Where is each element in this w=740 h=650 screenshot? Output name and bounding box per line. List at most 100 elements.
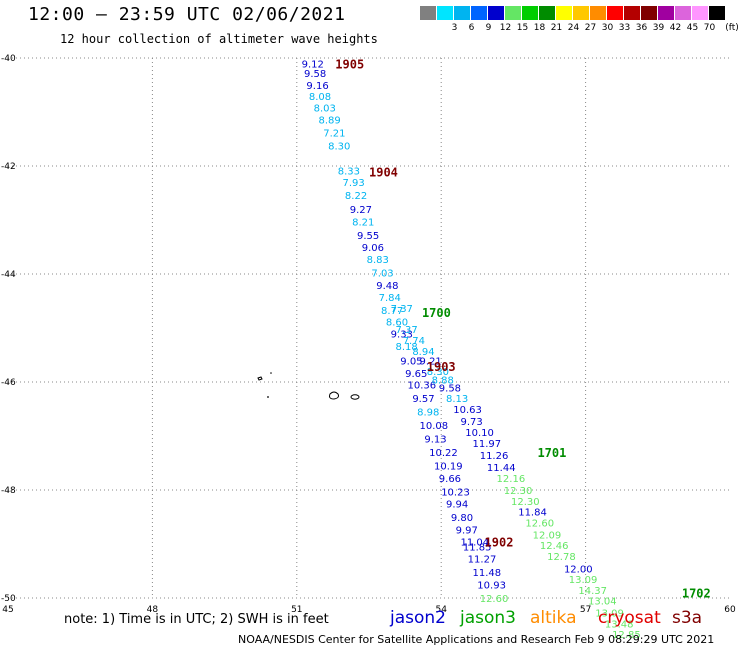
swh-value: 12.16 [497,474,526,485]
units-note: note: 1) Time is in UTC; 2) SWH is in fe… [64,612,329,627]
swh-value: 11.04 [460,537,489,548]
lon-tick-label: 54 [435,605,447,615]
swh-value: 12.46 [540,541,569,552]
swh-value: 7.74 [403,336,425,347]
lat-lon-grid [8,57,730,599]
swh-value: 10.23 [441,488,470,499]
lat-tick-label: -44 [1,270,16,280]
pass-labels: 1905 1904 1700 1903 1701 1902 1702 [335,57,710,600]
swh-value: 8.83 [367,255,389,266]
swh-value: 8.88 [432,375,454,386]
swh-value: 10.36 [408,381,437,392]
swh-value: 9.21 [420,356,442,367]
lat-tick-label: -48 [1,486,16,496]
swh-value: 12.60 [525,518,554,529]
lat-tick-label: -40 [1,54,16,64]
legend-swatch [556,6,573,20]
legend-label: 42 [669,23,682,33]
swh-value: 9.55 [357,231,379,242]
legend-label: 30 [601,23,614,33]
lon-tick-label: 51 [291,605,302,615]
legend-unit: (ft) [725,23,739,33]
legend-label: 39 [652,23,665,33]
swh-value: 12.78 [547,552,576,563]
swh-value: 11.44 [487,463,516,474]
swh-value: 9.27 [350,205,372,216]
legend-label: 70 [703,23,716,33]
satellite-cryosat: cryosat [598,608,661,628]
swh-value: 13.09 [595,609,624,620]
swh-value: 12.60 [480,594,509,605]
legend-label: 45 [686,23,699,33]
lon-tick-label: 60 [724,605,736,615]
swh-value: 7.03 [371,268,393,279]
pass-number: 1903 [427,360,456,374]
legend-label: 18 [533,23,546,33]
map-subtitle: 12 hour collection of altimeter wave hei… [60,32,378,46]
swh-value: 14.37 [578,586,607,597]
legend-swatch [692,6,709,20]
swh-values: 9.129.589.168.088.038.897.218.308.337.93… [302,59,641,641]
swh-value: 9.65 [405,369,427,380]
satellite-s3a: s3a [672,608,703,628]
swh-value: 11.27 [468,555,497,566]
swh-value: 9.48 [376,281,398,292]
swh-value: 10.93 [477,581,506,592]
legend-label: 9 [485,23,492,33]
lon-tick-label: 45 [2,605,13,615]
swh-value: 9.97 [456,525,478,536]
swh-value: 7.93 [343,178,365,189]
legend-swatch [488,6,505,20]
swh-value: 8.30 [427,367,449,378]
swh-value: 12.30 [504,486,533,497]
swh-value: 9.58 [439,383,461,394]
swh-value: 8.94 [412,347,434,358]
swh-value: 8.13 [446,394,468,405]
pass-number: 1700 [422,306,451,320]
swh-value: 8.18 [395,342,417,353]
lon-tick-label: 57 [580,605,591,615]
legend-label: 27 [584,23,597,33]
legend-swatch [709,6,726,20]
swh-value: 8.60 [386,318,408,329]
legend-label: 15 [516,23,529,33]
swh-value: 8.03 [314,104,336,115]
swh-value: 11.48 [472,568,501,579]
legend-swatch [590,6,607,20]
swh-value: 9.16 [306,81,328,92]
lon-tick-label: 48 [147,605,159,615]
legend-label: 12 [499,23,512,33]
swh-value: 9.05 [400,356,422,367]
swh-value: 9.73 [460,417,482,428]
pass-number: 1701 [537,446,566,460]
lat-tick-label: -42 [1,162,16,172]
swh-value: 8.22 [345,191,367,202]
satellite-jason2: jason2 [390,608,446,628]
legend-label: 24 [567,23,580,33]
swh-value: 7.21 [323,129,345,140]
legend-swatch [471,6,488,20]
swh-value: 11.97 [472,439,501,450]
axis-tick-labels: 45 48 51 54 57 60 -40 -42 -44 -46 -48 -50 [1,54,736,615]
pass-number: 1904 [369,165,398,179]
swh-value: 9.12 [302,59,324,70]
swh-value: 8.21 [352,218,374,229]
swh-value: 13.04 [588,597,617,608]
swh-value: 9.13 [424,435,446,446]
swh-value: 9.58 [304,69,326,80]
legend-swatch [437,6,454,20]
swh-value: 10.63 [453,405,482,416]
swh-value: 10.10 [465,428,494,439]
legend-label: 33 [618,23,631,33]
swh-value: 12.00 [564,564,593,575]
swh-value: 9.57 [412,394,434,405]
swh-value: 11.84 [518,508,547,519]
swh-value: 7.84 [379,293,401,304]
swh-value: 12.09 [533,530,562,541]
legend-swatch [675,6,692,20]
swh-value: 13.48 [605,619,634,630]
map-title: 12:00 – 23:59 UTC 02/06/2021 [28,4,346,25]
legend-label: 36 [635,23,648,33]
legend-swatch [420,6,437,20]
legend-label: 21 [550,23,563,33]
